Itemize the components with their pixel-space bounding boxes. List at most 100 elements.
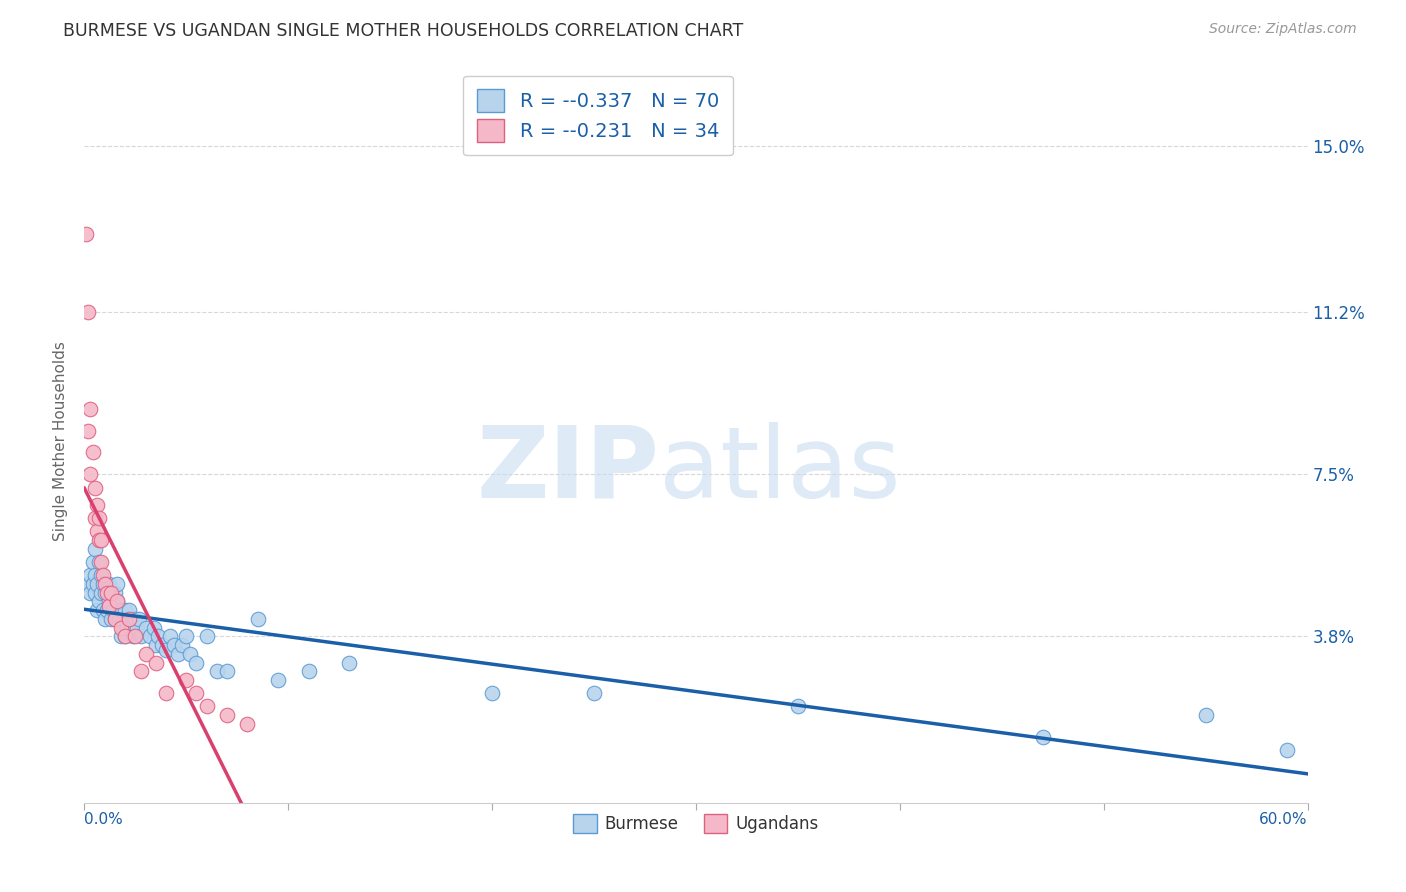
Text: BURMESE VS UGANDAN SINGLE MOTHER HOUSEHOLDS CORRELATION CHART: BURMESE VS UGANDAN SINGLE MOTHER HOUSEHO… — [63, 22, 744, 40]
Point — [155, 642, 177, 657]
Point — [87, 511, 110, 525]
Point — [150, 638, 173, 652]
Point — [174, 629, 197, 643]
Point — [1195, 708, 1218, 723]
Point — [83, 568, 105, 582]
Point — [172, 638, 194, 652]
Point — [120, 621, 142, 635]
Point — [110, 621, 132, 635]
Text: 60.0%: 60.0% — [1260, 813, 1308, 827]
Point — [100, 612, 122, 626]
Point — [77, 577, 100, 591]
Point — [298, 665, 321, 679]
Point — [339, 656, 361, 670]
Point — [217, 665, 239, 679]
Point — [167, 647, 190, 661]
Point — [96, 577, 118, 591]
Point — [82, 445, 104, 459]
Point — [75, 227, 97, 241]
Point — [124, 629, 146, 643]
Point — [96, 585, 118, 599]
Point — [104, 612, 127, 626]
Point — [97, 594, 120, 608]
Point — [87, 594, 110, 608]
Point — [91, 603, 114, 617]
Point — [205, 665, 228, 679]
Point — [96, 603, 118, 617]
Point — [112, 621, 135, 635]
Point — [82, 555, 104, 569]
Point — [91, 577, 114, 591]
Point — [86, 603, 108, 617]
Text: Source: ZipAtlas.com: Source: ZipAtlas.com — [1209, 22, 1357, 37]
Point — [104, 612, 127, 626]
Point — [583, 686, 606, 700]
Point — [118, 612, 141, 626]
Point — [90, 585, 112, 599]
Point — [77, 305, 100, 319]
Point — [83, 481, 105, 495]
Point — [100, 585, 122, 599]
Point — [114, 603, 136, 617]
Point — [87, 555, 110, 569]
Point — [159, 629, 181, 643]
Point — [93, 612, 115, 626]
Point — [101, 603, 124, 617]
Point — [267, 673, 290, 688]
Point — [163, 638, 186, 652]
Point — [79, 467, 101, 482]
Point — [90, 555, 112, 569]
Point — [86, 498, 108, 512]
Point — [100, 585, 122, 599]
Point — [105, 594, 128, 608]
Point — [179, 647, 201, 661]
Point — [86, 524, 108, 539]
Point — [97, 599, 120, 613]
Point — [87, 533, 110, 547]
Text: 0.0%: 0.0% — [84, 813, 124, 827]
Point — [145, 656, 167, 670]
Y-axis label: Single Mother Households: Single Mother Households — [53, 342, 69, 541]
Point — [186, 656, 208, 670]
Text: atlas: atlas — [659, 422, 901, 519]
Point — [135, 621, 157, 635]
Point — [82, 577, 104, 591]
Point — [174, 673, 197, 688]
Point — [128, 612, 150, 626]
Point — [90, 533, 112, 547]
Point — [104, 585, 127, 599]
Point — [93, 577, 115, 591]
Point — [79, 401, 101, 416]
Point — [122, 629, 145, 643]
Point — [83, 585, 105, 599]
Point — [195, 699, 218, 714]
Point — [110, 629, 132, 643]
Point — [79, 585, 101, 599]
Point — [787, 699, 810, 714]
Point — [114, 629, 136, 643]
Point — [83, 511, 105, 525]
Point — [481, 686, 503, 700]
Point — [236, 717, 259, 731]
Point — [131, 629, 153, 643]
Point — [124, 612, 146, 626]
Point — [195, 629, 218, 643]
Point — [1032, 730, 1054, 744]
Point — [145, 638, 167, 652]
Point — [83, 541, 105, 556]
Point — [114, 629, 136, 643]
Point — [118, 603, 141, 617]
Point — [97, 577, 120, 591]
Point — [186, 686, 208, 700]
Point — [108, 612, 131, 626]
Point — [146, 629, 169, 643]
Point — [246, 612, 269, 626]
Point — [105, 577, 128, 591]
Point — [93, 585, 115, 599]
Point — [138, 629, 160, 643]
Point — [105, 594, 128, 608]
Point — [155, 686, 177, 700]
Point — [127, 621, 149, 635]
Point — [110, 603, 132, 617]
Point — [217, 708, 239, 723]
